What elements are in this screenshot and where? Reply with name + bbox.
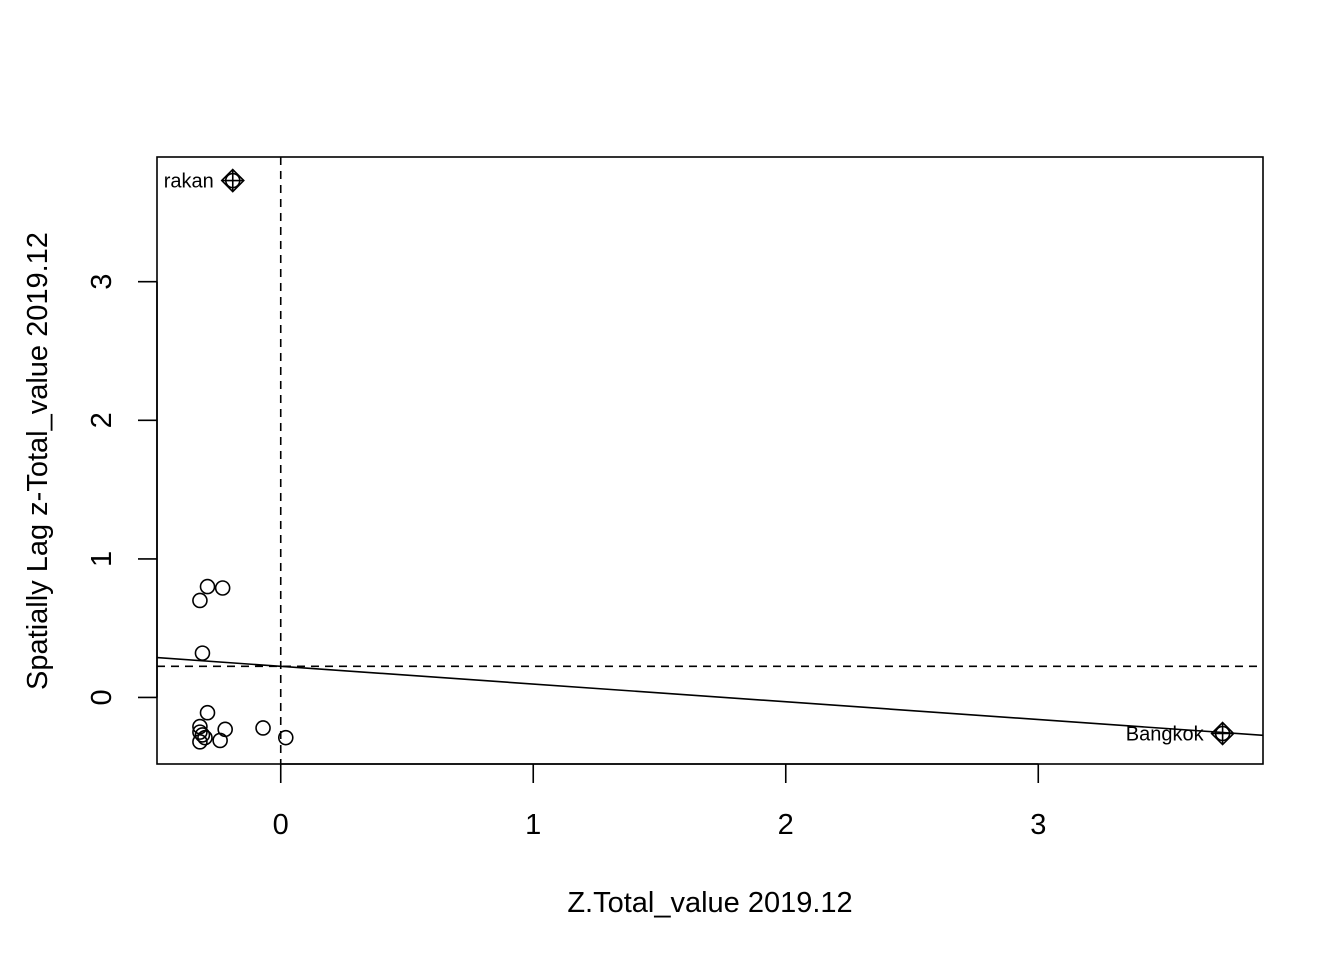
y-tick-label: 1: [86, 551, 118, 567]
data-point: [255, 720, 271, 736]
data-point: [192, 734, 208, 750]
data-point: [277, 729, 294, 746]
influential-point: [220, 168, 245, 193]
x-tick-label: 2: [778, 809, 794, 841]
x-axis-title: Z.Total_value 2019.12: [567, 887, 852, 919]
data-point: [197, 729, 213, 746]
point-label: rakan: [164, 171, 214, 193]
influential-point: [1210, 721, 1235, 746]
y-tick-label: 2: [86, 412, 118, 428]
point-label: Bangkok: [1126, 724, 1205, 746]
regression-line: [157, 656, 1263, 737]
data-point: [199, 704, 216, 721]
x-tick-label: 3: [1030, 809, 1046, 841]
x-tick-label: 0: [273, 809, 289, 841]
y-tick-label: 3: [86, 274, 118, 290]
y-tick-label: 0: [86, 689, 118, 705]
plot-frame: [156, 156, 1264, 765]
x-tick-label: 1: [525, 809, 541, 841]
data-point: [214, 580, 231, 596]
y-axis-title: Spatially Lag z-Total_value 2019.12: [22, 232, 54, 690]
data-point: [192, 724, 208, 740]
data-point: [217, 721, 233, 738]
data-point: [194, 727, 211, 743]
data-point: [194, 645, 211, 661]
data-point: [192, 592, 208, 609]
data-point: [199, 578, 216, 595]
